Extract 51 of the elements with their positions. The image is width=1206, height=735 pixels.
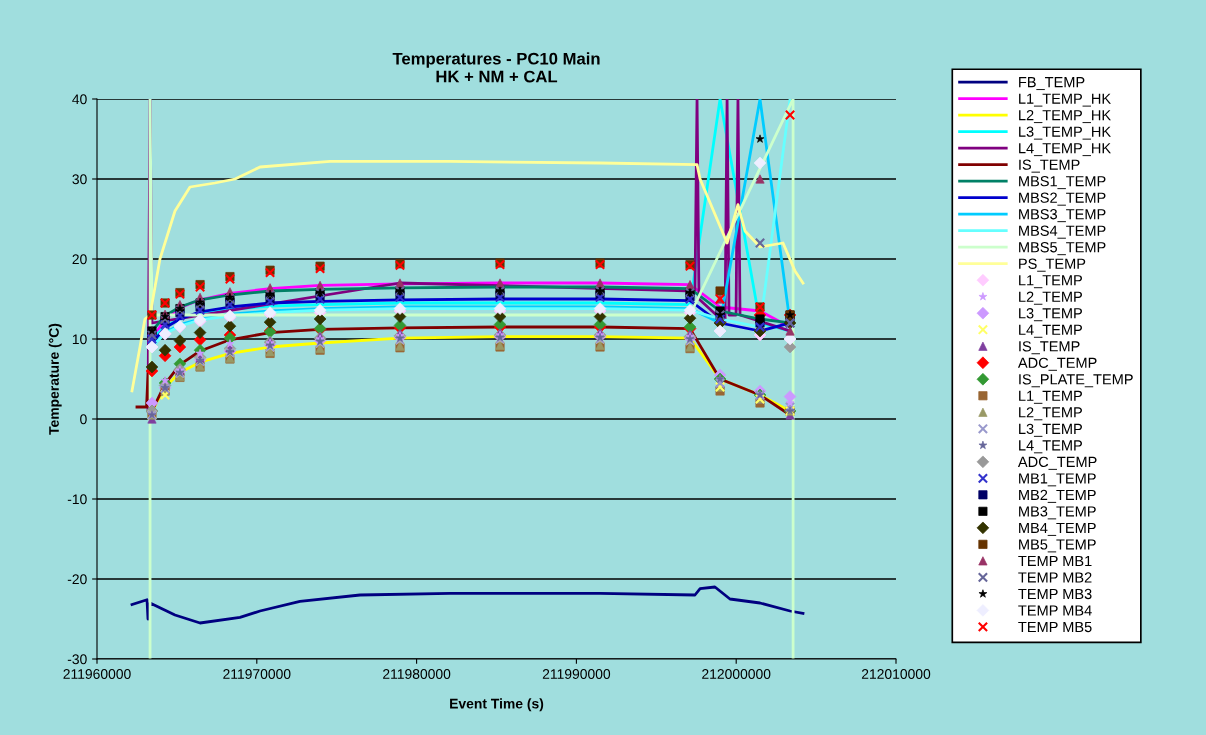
x-tick-label: 211960000 — [63, 669, 131, 679]
legend-label: IS_PLATE_TEMP — [1019, 374, 1133, 388]
y-tick-label: 20 — [72, 254, 87, 265]
x-tick-label: 211990000 — [542, 669, 611, 679]
legend-label: L2_TEMP — [1019, 291, 1082, 305]
legend-label: L1_TEMP — [1019, 275, 1082, 289]
legend-label: IS_TEMP — [1019, 159, 1080, 173]
legend-label: MBS1_TEMP — [1019, 176, 1106, 190]
legend-label: L1_TEMP_HK — [1019, 93, 1111, 107]
y-tick-label: 40 — [72, 94, 87, 105]
legend-label: MBS4_TEMP — [1019, 225, 1106, 239]
legend-label: IS_TEMP — [1019, 341, 1080, 355]
x-tick-label: 212010000 — [861, 669, 931, 679]
legend-label: FB_TEMP — [1019, 77, 1085, 91]
legend-label: TEMP MB2 — [1018, 572, 1092, 583]
legend-label: MB5_TEMP — [1019, 539, 1096, 553]
chart-title: Temperatures - PC10 Main HK + NM + CAL — [392, 52, 600, 83]
legend-label: TEMP MB3 — [1018, 588, 1092, 600]
legend-label: PS_TEMP — [1019, 258, 1086, 272]
y-tick-label: -20 — [67, 574, 87, 585]
legend-label: MB2_TEMP — [1019, 489, 1096, 503]
legend-label: MB4_TEMP — [1019, 522, 1096, 536]
legend-label: L3_TEMP — [1019, 308, 1082, 322]
x-axis-title: Event Time (s) — [450, 698, 544, 712]
legend-label: ADC_TEMP — [1017, 357, 1097, 371]
legend-label: TEMP MB5 — [1018, 621, 1092, 633]
legend-label: MB3_TEMP — [1019, 506, 1096, 520]
x-tick-label: 211980000 — [383, 669, 451, 679]
legend-label: MB1_TEMP — [1019, 473, 1096, 487]
legend-label: L2_TEMP_HK — [1019, 109, 1111, 124]
legend-label: L4_TEMP — [1019, 324, 1082, 338]
y-tick-label: -10 — [67, 494, 87, 505]
y-axis-title: Temperature (°C) — [48, 323, 62, 435]
legend-label: TEMP MB1 — [1018, 555, 1092, 566]
y-tick-label: 10 — [72, 334, 87, 345]
y-tick-label: -30 — [67, 654, 87, 665]
legend-label: MBS5_TEMP — [1019, 242, 1106, 256]
legend-label: TEMP MB4 — [1018, 605, 1092, 616]
legend-label: L4_TEMP_HK — [1019, 143, 1111, 157]
legend-label: MBS2_TEMP — [1019, 192, 1106, 206]
legend-label: L3_TEMP — [1019, 423, 1082, 437]
legend-label: L1_TEMP — [1019, 390, 1082, 404]
legend-label: L4_TEMP — [1019, 440, 1082, 454]
legend-label: L2_TEMP — [1019, 407, 1082, 421]
legend-label: L3_TEMP_HK — [1019, 126, 1111, 140]
y-tick-label: 0 — [80, 414, 87, 425]
legend-label: ADC_TEMP — [1017, 456, 1097, 470]
x-tick-label: 211970000 — [223, 669, 291, 679]
y-tick-label: 30 — [72, 174, 87, 185]
legend-label: MBS3_TEMP — [1019, 209, 1106, 223]
x-tick-label: 212000000 — [702, 669, 771, 679]
